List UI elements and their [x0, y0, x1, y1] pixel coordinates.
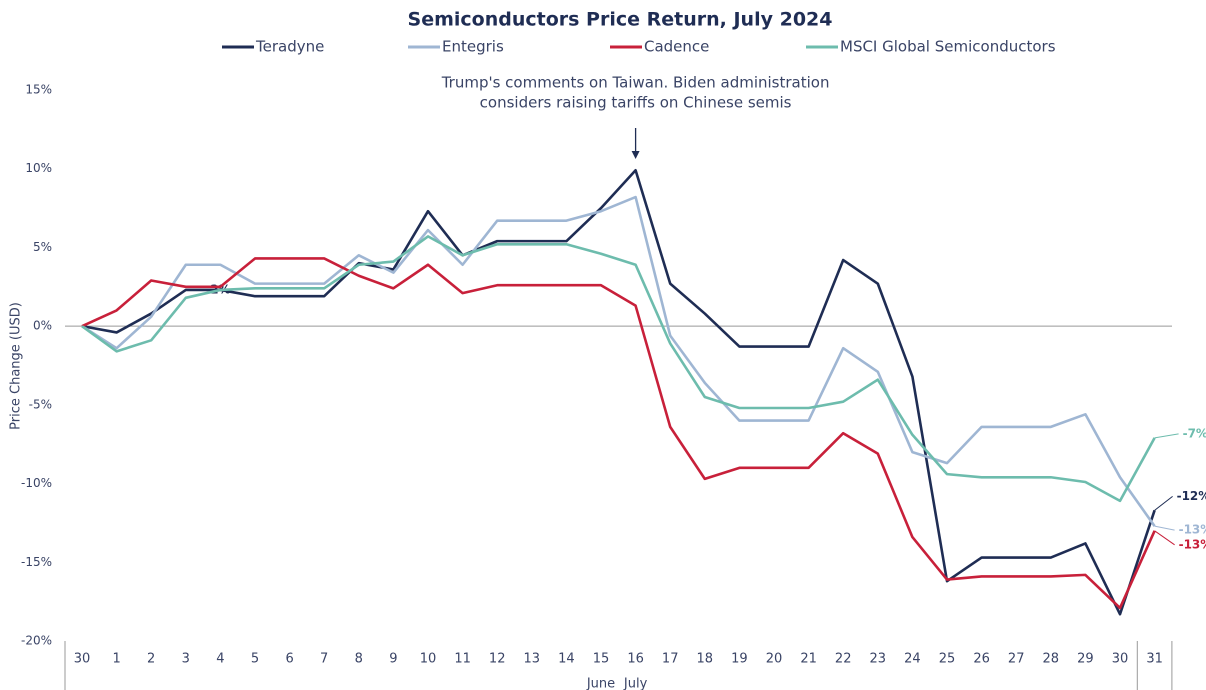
x-tick-label: 30	[74, 652, 91, 667]
x-tick-label: 5	[251, 652, 259, 667]
x-tick-label: 8	[355, 652, 363, 667]
series-line	[81, 257, 1156, 610]
y-tick-label: -15%	[21, 555, 52, 569]
x-tick-label: 31	[1146, 652, 1163, 667]
y-tick-label: -20%	[21, 634, 52, 648]
x-group-label: June	[586, 677, 615, 690]
x-tick-label: 4	[216, 652, 224, 667]
data-label: -13%	[1179, 537, 1206, 551]
x-tick-label: 12	[489, 652, 506, 667]
x-tick-label: 26	[973, 652, 990, 667]
x-tick-label: 13	[524, 652, 541, 667]
x-tick-label: 24	[904, 652, 921, 667]
x-tick-label: 22	[835, 652, 852, 667]
x-tick-label: 7	[320, 652, 328, 667]
x-tick-label: 20	[766, 652, 783, 667]
x-tick-label: 1	[112, 652, 120, 667]
series-line	[81, 168, 1156, 616]
y-axis-label: Price Change (USD)	[9, 302, 24, 430]
label-leader	[1154, 530, 1175, 546]
legend-label: Entegris	[442, 38, 504, 56]
series-line	[81, 235, 1156, 503]
series-line	[81, 195, 1156, 527]
x-tick-label: 23	[870, 652, 887, 667]
x-tick-label: 14	[558, 652, 575, 667]
chart-title: Semiconductors Price Return, July 2024	[408, 9, 833, 31]
x-tick-label: 15	[593, 652, 610, 667]
legend-label: MSCI Global Semiconductors	[840, 38, 1056, 56]
annotation-arrowhead	[631, 151, 640, 159]
y-tick-label: -5%	[29, 397, 52, 411]
y-tick-label: 0%	[33, 319, 52, 333]
data-label: -12%	[1177, 489, 1206, 503]
label-leader	[1154, 525, 1175, 531]
x-tick-label: 18	[697, 652, 714, 667]
x-tick-label: 9	[389, 652, 397, 667]
data-label: -7%	[1183, 426, 1206, 440]
y-tick-label: 10%	[25, 161, 52, 175]
x-group-label: July	[623, 677, 648, 690]
x-tick-label: 19	[731, 652, 748, 667]
x-tick-label: 10	[420, 652, 437, 667]
x-tick-label: 28	[1043, 652, 1060, 667]
annotation: Trump's comments on Taiwan. Biden admini…	[441, 74, 830, 92]
x-tick-label: 29	[1077, 652, 1094, 667]
label-leader	[1154, 433, 1179, 439]
label-leader	[1154, 495, 1173, 511]
x-tick-label: 25	[939, 652, 956, 667]
x-tick-label: 21	[800, 652, 817, 667]
x-tick-label: 11	[454, 652, 471, 667]
legend-label: Teradyne	[255, 38, 324, 56]
y-tick-label: -10%	[21, 476, 52, 490]
x-tick-label: 17	[662, 652, 679, 667]
y-tick-label: 5%	[33, 240, 52, 254]
x-tick-label: 2	[147, 652, 155, 667]
x-tick-label: 27	[1008, 652, 1025, 667]
x-tick-label: 30	[1112, 652, 1129, 667]
y-tick-label: 15%	[25, 83, 52, 97]
x-tick-label: 6	[285, 652, 293, 667]
x-tick-label: 3	[182, 652, 190, 667]
x-tick-label: 16	[627, 652, 644, 667]
data-label: -13%	[1179, 523, 1206, 537]
annotation: considers raising tariffs on Chinese sem…	[480, 94, 792, 112]
legend-label: Cadence	[644, 38, 709, 56]
